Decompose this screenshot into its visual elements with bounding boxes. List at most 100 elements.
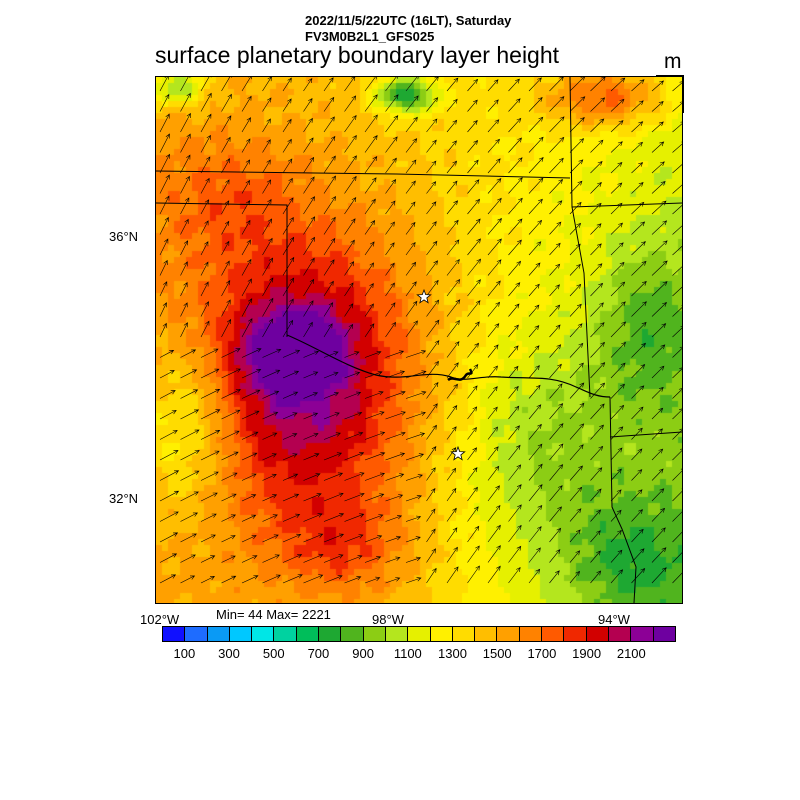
wind-vector-arrow bbox=[672, 408, 682, 420]
wind-vector-arrow bbox=[200, 113, 212, 133]
wind-vector-arrow bbox=[487, 524, 501, 543]
wind-vector-arrow bbox=[631, 568, 646, 584]
wind-vector-arrow bbox=[590, 263, 603, 276]
wind-vector-arrow bbox=[528, 97, 543, 112]
wind-vector-arrow bbox=[344, 534, 364, 543]
wind-vector-arrow bbox=[282, 370, 300, 379]
wind-vector-arrow bbox=[282, 412, 298, 420]
wind-vector-arrow bbox=[446, 319, 460, 338]
wind-vector-arrow bbox=[221, 389, 242, 399]
wind-vector-arrow bbox=[610, 447, 623, 461]
wind-vector-arrow bbox=[549, 506, 562, 522]
wind-vector-arrow bbox=[487, 259, 502, 276]
wind-vector-arrow bbox=[610, 222, 623, 235]
wind-vector-arrow bbox=[651, 428, 663, 440]
wind-vector-arrow bbox=[672, 428, 682, 440]
colorbar-label: 700 bbox=[307, 646, 330, 661]
wind-vector-arrow bbox=[467, 364, 479, 379]
wind-vector-arrow bbox=[344, 196, 357, 215]
wind-vector-arrow bbox=[303, 216, 316, 235]
colorbar-swatch bbox=[631, 627, 654, 641]
wind-vector-arrow bbox=[549, 383, 563, 399]
wind-vector-arrow bbox=[385, 390, 406, 399]
wind-vector-arrow bbox=[549, 527, 562, 543]
wind-vector-arrow bbox=[549, 157, 564, 174]
wind-vector-arrow bbox=[180, 282, 188, 297]
oklahoma-panhandle-border bbox=[156, 202, 288, 337]
colorbar-swatch bbox=[252, 627, 275, 641]
wind-vector-arrow bbox=[262, 297, 274, 317]
wind-vector-arrow bbox=[303, 236, 315, 256]
wind-vector-arrow bbox=[672, 552, 682, 563]
city-star-icon bbox=[416, 288, 432, 304]
wind-vector-arrow bbox=[159, 216, 169, 235]
wind-vector-arrow bbox=[528, 219, 543, 235]
wind-vector-arrow bbox=[631, 301, 647, 317]
wind-vector-arrow bbox=[426, 403, 438, 420]
colorbar-swatch bbox=[608, 627, 632, 641]
wind-vector-arrow bbox=[651, 121, 664, 133]
wind-vector-arrow bbox=[487, 386, 498, 399]
wind-vector-arrow bbox=[446, 426, 457, 440]
wind-vector-arrow bbox=[549, 136, 565, 153]
wind-vector-arrow bbox=[323, 77, 334, 92]
colorbar-label: 300 bbox=[218, 646, 240, 661]
wind-vector-arrow bbox=[303, 553, 324, 563]
wind-vector-arrow bbox=[528, 484, 543, 502]
wind-vector-arrow bbox=[487, 177, 502, 194]
wind-vector-arrow bbox=[631, 469, 643, 481]
wind-vector-arrow bbox=[528, 443, 543, 461]
wind-vector-arrow bbox=[508, 464, 522, 481]
wind-vector-arrow bbox=[241, 278, 252, 297]
colorbar-label: 500 bbox=[262, 646, 285, 661]
wind-vector-arrow bbox=[508, 239, 522, 256]
wind-vector-arrow bbox=[631, 162, 644, 174]
wind-vector-arrow bbox=[590, 202, 602, 215]
wind-vector-arrow bbox=[569, 508, 582, 522]
wind-vector-arrow bbox=[651, 488, 665, 502]
wind-vector-arrow bbox=[303, 432, 319, 440]
wind-vector-arrow bbox=[323, 554, 344, 563]
wind-vector-arrow bbox=[241, 200, 251, 215]
colorbar-label: 100 bbox=[173, 646, 196, 661]
wind-vector-arrow bbox=[241, 348, 262, 358]
wind-vector-arrow bbox=[569, 382, 585, 399]
wind-vector-arrow bbox=[487, 79, 499, 92]
wind-vector-arrow bbox=[344, 218, 356, 235]
wind-vector-arrow bbox=[508, 345, 519, 358]
wind-vector-arrow bbox=[180, 554, 196, 563]
colorbar bbox=[162, 626, 676, 642]
colorbar-swatch bbox=[229, 627, 253, 641]
wind-vector-arrow bbox=[323, 492, 344, 502]
wind-vector-arrow bbox=[405, 390, 427, 399]
wind-vector-arrow bbox=[610, 242, 624, 256]
wind-vector-arrow bbox=[672, 346, 682, 358]
wind-vector-arrow bbox=[323, 280, 334, 297]
missouri-arkansas-border bbox=[571, 202, 682, 208]
wind-vector-arrow bbox=[467, 486, 478, 502]
wind-vector-arrow bbox=[262, 118, 271, 133]
wind-vector-arrow bbox=[446, 467, 457, 481]
wind-vector-arrow bbox=[200, 134, 211, 153]
wind-vector-arrow bbox=[405, 281, 417, 297]
wind-vector-arrow bbox=[651, 386, 664, 399]
wind-vector-arrow bbox=[282, 391, 299, 399]
wind-vector-arrow bbox=[528, 241, 542, 256]
wind-vector-arrow bbox=[508, 566, 521, 584]
wind-vector-arrow bbox=[590, 282, 604, 297]
wind-vector-arrow bbox=[262, 554, 280, 563]
wind-vector-arrow bbox=[344, 371, 361, 379]
colorbar-label: 1900 bbox=[572, 646, 602, 661]
wind-vector-arrow bbox=[426, 508, 436, 522]
wind-vector-arrow bbox=[364, 472, 386, 481]
wind-vector-arrow bbox=[159, 195, 170, 215]
wind-vector-arrow bbox=[549, 304, 561, 317]
wind-vector-arrow bbox=[651, 344, 666, 358]
wind-vector-arrow bbox=[446, 341, 460, 358]
wind-vector-arrow bbox=[344, 114, 357, 133]
wind-vector-arrow bbox=[405, 432, 426, 440]
wind-vector-arrow bbox=[549, 423, 564, 440]
wind-vector-arrow bbox=[323, 323, 333, 338]
wind-vector-arrow bbox=[200, 177, 210, 194]
wind-vector-arrow bbox=[262, 432, 278, 440]
